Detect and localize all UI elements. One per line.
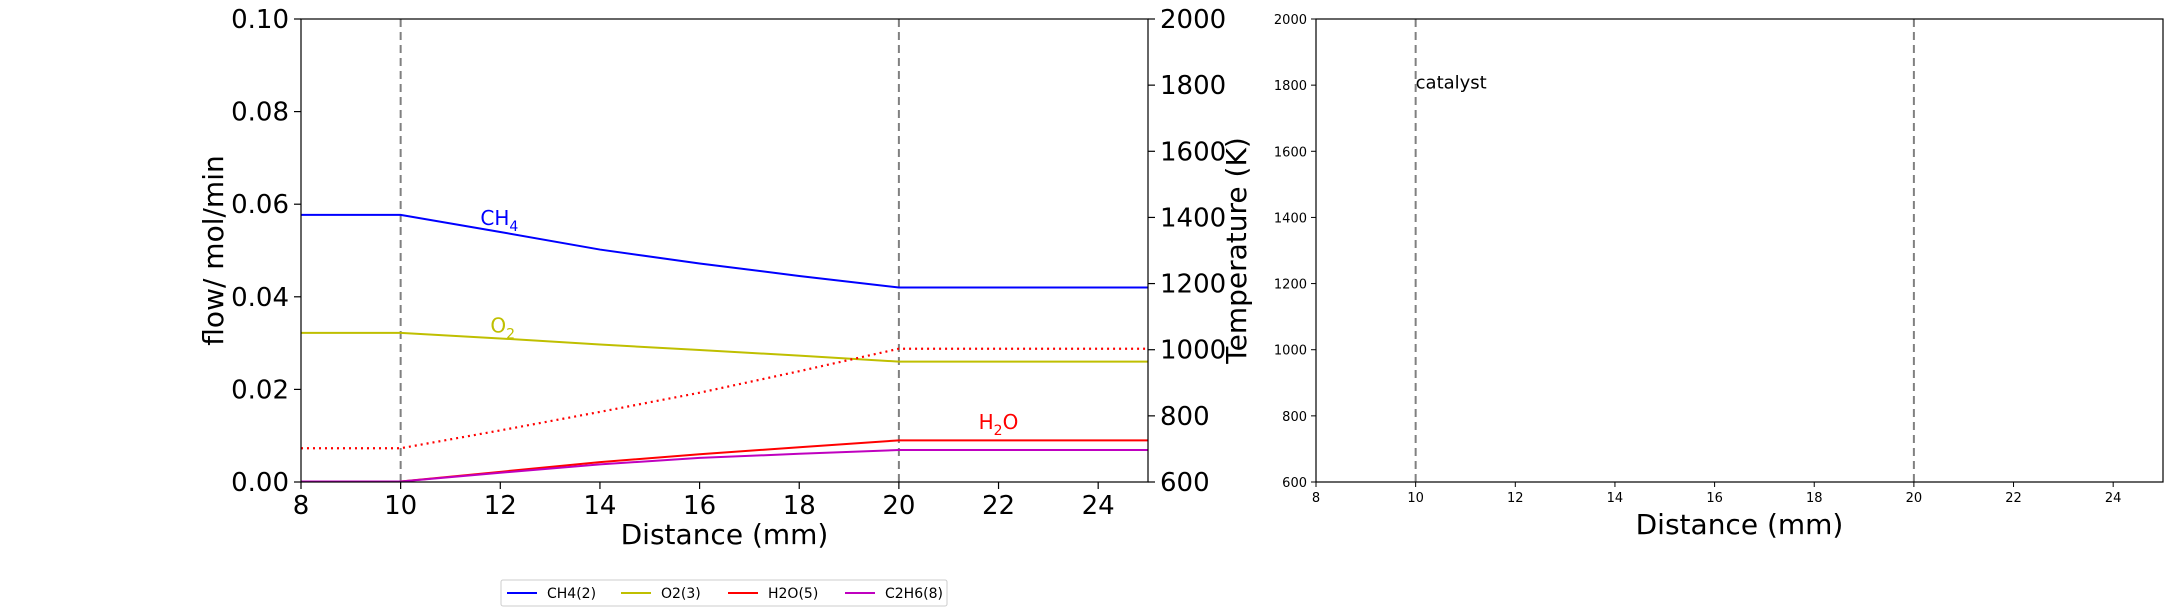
temperature-x-ticks: 8 10 12 14 16 18 20 22 24 xyxy=(1312,482,2122,506)
right-y-tick-label-1800: 1800 xyxy=(1274,79,1307,94)
temp-tick-label-1200: 1200 xyxy=(1160,270,1226,300)
y-tick-label-0-10: 0.10 xyxy=(231,5,289,35)
species-annotations: CH4 O2 H2O xyxy=(480,206,1018,439)
temp-tick-label-2000: 2000 xyxy=(1160,5,1226,35)
right-x-tick-label-12: 12 xyxy=(1507,491,1524,506)
x-tick-label-18: 18 xyxy=(783,491,816,521)
x-tick-label-14: 14 xyxy=(583,491,616,521)
temperature-y-ticks-right-plot: 600 800 1000 1200 1400 1600 1800 2000 xyxy=(1274,13,1316,491)
temp-tick-label-600: 600 xyxy=(1160,468,1210,498)
right-x-tick-label-8: 8 xyxy=(1312,491,1320,506)
x-tick-label-20: 20 xyxy=(882,491,915,521)
y-tick-label-0-06: 0.06 xyxy=(231,190,289,220)
legend-label-o2-3: O2(3) xyxy=(661,586,701,602)
y-tick-label-0-08: 0.08 xyxy=(231,98,289,128)
y-tick-label-0-04: 0.04 xyxy=(231,283,289,313)
right-y-tick-label-1400: 1400 xyxy=(1274,211,1307,226)
temp-tick-label-1000: 1000 xyxy=(1160,336,1226,366)
x-tick-label-8: 8 xyxy=(293,491,310,521)
right-x-tick-label-14: 14 xyxy=(1607,491,1624,506)
annotation-ch4: CH4 xyxy=(480,206,518,235)
x-tick-label-16: 16 xyxy=(683,491,716,521)
right-y-tick-label-800: 800 xyxy=(1282,410,1307,425)
y-tick-label-0-00: 0.00 xyxy=(231,468,289,498)
series-line-ch4-2 xyxy=(301,213,1148,289)
right-x-tick-label-22: 22 xyxy=(2005,491,2022,506)
temperature-x-axis-label: Distance (mm) xyxy=(1636,508,1844,541)
right-x-tick-label-16: 16 xyxy=(1706,491,1723,506)
x-tick-label-12: 12 xyxy=(484,491,517,521)
temp-tick-label-800: 800 xyxy=(1160,402,1210,432)
flow-plot-frame xyxy=(300,18,1149,483)
right-y-tick-label-600: 600 xyxy=(1282,476,1307,491)
annotation-o2: O2 xyxy=(490,313,515,342)
legend-label-h2o-5: H2O(5) xyxy=(768,586,818,602)
temperature-chart: 8 10 12 14 16 18 20 22 24 600 800 1000 1200 1400 1600… xyxy=(1274,13,2164,541)
right-y-tick-label-1200: 1200 xyxy=(1274,278,1307,293)
right-y-tick-label-1600: 1600 xyxy=(1274,145,1307,160)
catalyst-boundary-lines-right xyxy=(1414,19,1915,482)
catalyst-annotation: catalyst xyxy=(1416,72,1487,93)
legend-label-ch4-2: CH4(2) xyxy=(547,586,596,602)
temperature-y-axis-label: Temperature (K) xyxy=(1220,137,1253,364)
temperature-series-line xyxy=(301,347,1148,450)
flow-x-ticks: 8 10 12 14 16 18 20 22 24 xyxy=(293,482,1115,521)
y-tick-label-0-02: 0.02 xyxy=(231,375,289,405)
temp-tick-label-1800: 1800 xyxy=(1160,71,1226,101)
temperature-line xyxy=(301,347,1148,450)
catalyst-boundary-lines xyxy=(399,19,900,482)
right-x-tick-label-10: 10 xyxy=(1407,491,1424,506)
legend: CH4(2) O2(3) H2O(5) C2H6(8) xyxy=(500,579,948,607)
temp-tick-label-1400: 1400 xyxy=(1160,203,1226,233)
x-tick-label-22: 22 xyxy=(982,491,1015,521)
flow-y-ticks: 0.00 0.02 0.04 0.06 0.08 0.10 xyxy=(231,5,301,498)
series-line-h2o-5 xyxy=(301,439,1148,483)
flow-x-axis-label: Distance (mm) xyxy=(621,518,829,551)
right-x-tick-label-20: 20 xyxy=(1906,491,1923,506)
right-y-tick-label-1000: 1000 xyxy=(1274,344,1307,359)
x-tick-label-10: 10 xyxy=(384,491,417,521)
x-tick-label-24: 24 xyxy=(1082,491,1115,521)
right-x-tick-label-18: 18 xyxy=(1806,491,1823,506)
legend-frame xyxy=(500,579,948,607)
temp-tick-label-1600: 1600 xyxy=(1160,137,1226,167)
annotation-h2o: H2O xyxy=(979,410,1019,439)
temperature-y-ticks: 600 800 1000 1200 1400 1600 1800 2000 xyxy=(1148,5,1226,498)
right-y-tick-label-2000: 2000 xyxy=(1274,13,1307,28)
flow-series-lines xyxy=(301,213,1148,483)
legend-label-c2h6-8: C2H6(8) xyxy=(885,586,943,602)
flow-chart: 8 10 12 14 16 18 20 22 24 0.000.020.040.060.080.… xyxy=(197,5,1253,551)
temperature-plot-frame xyxy=(1315,18,2164,483)
series-line-c2h6-8 xyxy=(301,449,1148,483)
flow-y-axis-label: flow/ mol/min xyxy=(197,155,230,345)
right-x-tick-label-24: 24 xyxy=(2105,491,2122,506)
series-line-o2-3 xyxy=(301,331,1148,363)
